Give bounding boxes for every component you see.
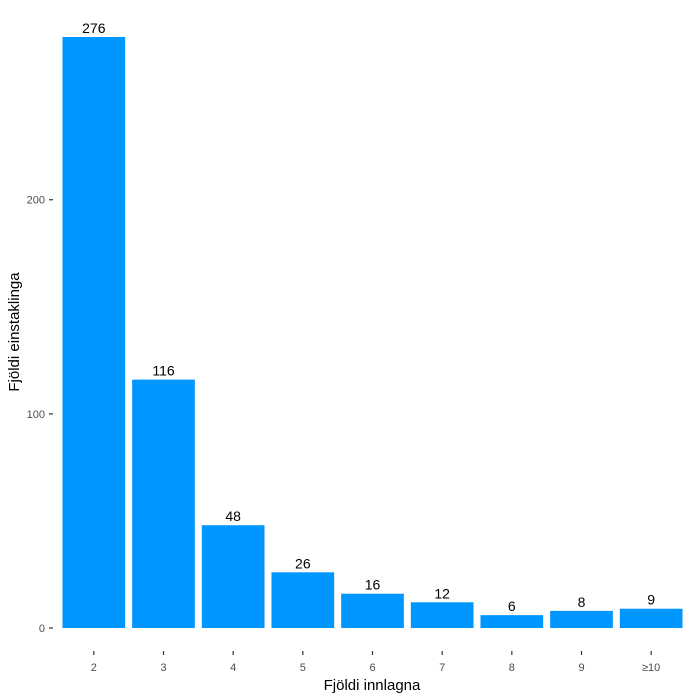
bar-5	[271, 572, 335, 628]
bar-value-label: 8	[578, 594, 586, 610]
bar-value-label: 276	[82, 20, 106, 36]
bar-value-label: 9	[647, 592, 655, 608]
bar-value-label: 48	[225, 508, 241, 524]
y-tick-label: 0	[39, 623, 45, 635]
value-labels-group: 276 116 48 26 16 12 6 8 9	[82, 20, 655, 614]
bar-value-label: 6	[508, 598, 516, 614]
x-tick-label: 4	[230, 662, 236, 674]
bar-6	[341, 593, 404, 628]
y-axis-title: Fjöldi einstaklinga	[6, 272, 23, 392]
y-tick-label: 100	[27, 409, 45, 421]
x-tick-label: 7	[439, 662, 445, 674]
bar-4	[201, 525, 265, 628]
x-tick-label: 3	[160, 662, 166, 674]
x-tick-label: ≥10	[642, 662, 660, 674]
bar-≥10	[619, 608, 683, 628]
x-tick-label: 2	[91, 662, 97, 674]
bar-3	[132, 379, 195, 628]
x-axis: 2 3 4 5 6 7 8 9 ≥10	[91, 651, 660, 674]
bars-group	[62, 37, 683, 628]
bar-2	[62, 37, 126, 628]
bar-9	[550, 610, 613, 628]
x-tick-label: 8	[509, 662, 515, 674]
x-axis-title: Fjöldi innlagna	[324, 677, 421, 694]
x-tick-label: 6	[369, 662, 375, 674]
y-tick-label: 200	[27, 195, 45, 207]
x-tick-label: 5	[300, 662, 306, 674]
bar-value-label: 26	[295, 555, 311, 571]
x-tick-label: 9	[578, 662, 584, 674]
y-axis: 0 100 200	[27, 195, 53, 635]
bar-value-label: 16	[365, 577, 381, 593]
bar-value-label: 116	[152, 363, 175, 379]
bar-value-label: 12	[434, 585, 450, 601]
bar-8	[480, 615, 544, 628]
bar-7	[410, 602, 474, 628]
